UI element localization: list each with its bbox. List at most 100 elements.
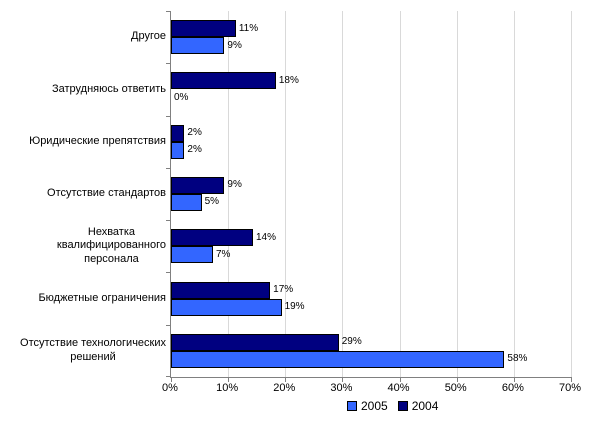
bar-line: 2%: [171, 141, 571, 159]
y-axis-tick: [166, 63, 171, 64]
gridline: [571, 11, 572, 377]
bar-group: 9% 5%: [171, 176, 571, 211]
value-label: 58%: [507, 353, 528, 365]
category-label: Нехватка квалифицированного персонала: [0, 220, 166, 272]
x-axis-tick-label: 40%: [387, 382, 410, 394]
category-label-text: Бюджетные ограничения: [38, 291, 166, 304]
bar-line: 9%: [171, 37, 571, 55]
category-label-text: Юридические препятствия: [29, 134, 166, 147]
bar-line: 7%: [171, 246, 571, 264]
category-label-text: Нехватка квалифицированного персонала: [56, 225, 166, 266]
category-label-text: Отсутствие стандартов: [47, 187, 166, 200]
category-label: Затрудняюсь ответить: [0, 63, 166, 115]
bar-2005: [171, 246, 213, 264]
y-axis-tick: [166, 11, 171, 12]
legend-item-2005: 2005: [347, 400, 388, 412]
legend-swatch: [397, 401, 408, 411]
value-label: 9%: [227, 39, 242, 51]
x-axis-tick: [571, 377, 572, 382]
legend-item-2004: 2004: [397, 400, 438, 412]
bar-group: 11% 9%: [171, 20, 571, 55]
bar-line: 18%: [171, 72, 571, 90]
value-label: 29%: [341, 336, 362, 348]
category-row: 9% 5%: [171, 168, 571, 220]
x-axis-tick-label: 60%: [501, 382, 524, 394]
category-label: Бюджетные ограничения: [0, 272, 166, 324]
bar-2005: [171, 350, 505, 368]
y-axis-tick: [166, 325, 171, 326]
x-axis-tick: [228, 377, 230, 382]
bar-line: 5%: [171, 193, 571, 211]
y-axis-tick: [166, 220, 171, 221]
bar-group: 29% 58%: [171, 333, 571, 368]
x-axis-tick: [399, 377, 401, 382]
x-axis-labels: 0% 10% 20% 30% 40% 50% 60% 70%: [162, 382, 581, 396]
value-label: 5%: [204, 196, 220, 208]
category-label: Юридические препятствия: [0, 116, 166, 168]
value-label: 7%: [216, 248, 231, 260]
category-row: 18% 0%: [171, 63, 571, 115]
bar-group: 18% 0%: [171, 72, 571, 106]
bar-line: 19%: [171, 298, 571, 316]
bar-2004: [171, 72, 276, 90]
value-label: 9%: [227, 179, 242, 191]
bar-2004: [171, 281, 271, 299]
bar-group: 2% 2%: [171, 124, 571, 159]
value-label: 11%: [238, 22, 259, 34]
x-axis-tick-label: 70%: [558, 382, 582, 394]
bar-2005: [171, 37, 225, 55]
category-label-text: Другое: [131, 30, 166, 43]
value-label: 2%: [187, 144, 202, 156]
category-label-text: Отсутствие технологических решений: [20, 337, 166, 363]
value-label: 2%: [187, 127, 202, 139]
bar-2004: [171, 124, 185, 142]
bar-line: 29%: [171, 333, 571, 351]
y-axis-tick: [166, 168, 171, 169]
y-axis-tick: [166, 116, 171, 117]
category-row: 17% 19%: [171, 272, 571, 324]
bar-line: 9%: [171, 176, 571, 194]
x-axis-tick-label: 10%: [216, 382, 239, 394]
bar-line: 11%: [171, 20, 571, 38]
gridline: [285, 11, 287, 377]
value-label: 14%: [256, 231, 277, 243]
category-label: Отсутствие технологических решений: [0, 325, 166, 377]
x-axis-tick-label: 0%: [162, 382, 178, 394]
category-row: 2% 2%: [171, 116, 571, 168]
bar-2004: [171, 229, 253, 247]
x-axis-tick: [513, 377, 515, 382]
value-label: 19%: [284, 301, 305, 313]
x-axis-tick: [342, 377, 344, 382]
bar-line: 58%: [171, 350, 571, 368]
value-label: 0%: [174, 91, 189, 103]
bar-2005: [171, 298, 282, 316]
category-row: 29% 58%: [171, 325, 571, 377]
bar-line: 14%: [171, 229, 571, 247]
category-row: 11% 9%: [171, 11, 571, 63]
bar-2004: [171, 333, 339, 351]
legend-label: 2005: [361, 399, 388, 413]
x-axis-tick-label: 30%: [330, 382, 353, 394]
bar-2004: [171, 176, 225, 194]
x-axis-tick: [285, 377, 287, 382]
x-axis-tick: [171, 377, 172, 382]
y-axis-tick: [166, 376, 171, 377]
x-axis-tick-label: 50%: [444, 382, 467, 394]
bar-line: 2%: [171, 124, 571, 142]
y-axis-labels: Другое Затрудняюсь ответить Юридические пр…: [0, 11, 166, 377]
value-label: 18%: [278, 74, 299, 86]
x-axis-tick-label: 20%: [273, 382, 296, 394]
gridline: [342, 11, 344, 377]
category-label: Другое: [0, 11, 166, 63]
x-axis-tick: [456, 377, 458, 382]
gridline: [513, 11, 515, 377]
bar-line: 0%: [171, 89, 571, 106]
bar-line: 17%: [171, 281, 571, 299]
gridline: [228, 11, 230, 377]
value-label: 17%: [273, 284, 294, 296]
bar-2004: [171, 20, 236, 38]
bar-group: 14% 7%: [171, 229, 571, 264]
plot-area: 11% 9% 18% 0% 2% 2% 9% 5% 14% 7% 17% 19% 29% 58%: [166, 11, 572, 382]
y-axis-tick: [166, 272, 171, 273]
